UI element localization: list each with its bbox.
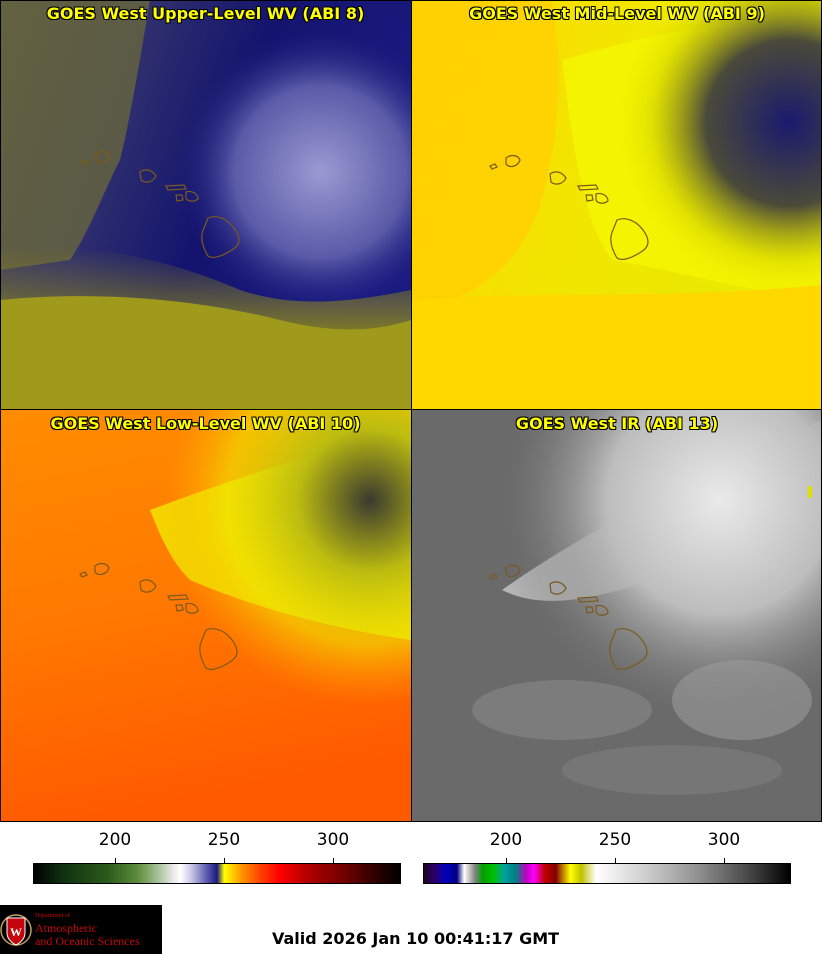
- panel-divider-horizontal: [0, 409, 822, 410]
- hawaii-coastline: [489, 154, 649, 261]
- aos-logo: W Department of Atmospheric and Oceanic …: [0, 905, 162, 954]
- wv-tick-label: 200: [98, 830, 132, 850]
- hawaii-coastline: [489, 564, 648, 671]
- uw-crest-icon: W: [0, 914, 32, 946]
- ir-tick-label: 200: [489, 830, 523, 850]
- panel-divider-vertical: [411, 0, 412, 822]
- panel-frame: [0, 0, 822, 822]
- wv-colorbar: 200 250 300: [33, 830, 401, 884]
- panel-title: GOES West IR (ABI 13): [515, 414, 719, 433]
- logo-dept-text: Department of: [35, 913, 70, 919]
- ir-tick-mark: [724, 858, 725, 863]
- mid-level-wv-panel: GOES West Mid-Level WV (ABI 9): [412, 0, 822, 409]
- ir-tick-mark: [506, 858, 507, 863]
- ir-panel: GOES West IR (ABI 13): [412, 410, 822, 821]
- panel-title: GOES West Mid-Level WV (ABI 9): [469, 4, 765, 23]
- ir-colorbar: 200 250 300: [423, 830, 791, 884]
- low-level-wv-panel: GOES West Low-Level WV (ABI 10): [0, 410, 411, 821]
- wv-tick-mark: [224, 858, 225, 863]
- low-level-wv-image: [0, 410, 411, 821]
- wv-tick-label: 300: [316, 830, 350, 850]
- upper-level-wv-image: [0, 0, 411, 409]
- logo-line-2: and Oceanic Sciences: [35, 934, 140, 948]
- panel-title: GOES West Upper-Level WV (ABI 8): [46, 4, 365, 23]
- upper-level-wv-panel: GOES West Upper-Level WV (ABI 8): [0, 0, 411, 409]
- panel-title: GOES West Low-Level WV (ABI 10): [50, 414, 361, 433]
- valid-time: Valid 2026 Jan 10 00:41:17 GMT: [272, 929, 560, 948]
- ir-colorbar-gradient: [423, 863, 791, 884]
- ir-tick-mark: [615, 858, 616, 863]
- wv-colorbar-gradient: [33, 863, 401, 884]
- ir-image: [412, 410, 822, 821]
- wv-tick-label: 250: [207, 830, 241, 850]
- svg-text:W: W: [10, 925, 22, 939]
- ir-tick-label: 300: [707, 830, 741, 850]
- hawaii-coastline: [79, 562, 238, 671]
- mid-level-wv-image: [412, 0, 822, 409]
- wv-tick-mark: [115, 858, 116, 863]
- logo-line-1: Atmospheric: [35, 921, 97, 935]
- hawaii-coastline: [81, 150, 240, 259]
- ir-tick-label: 250: [598, 830, 632, 850]
- wv-tick-mark: [333, 858, 334, 863]
